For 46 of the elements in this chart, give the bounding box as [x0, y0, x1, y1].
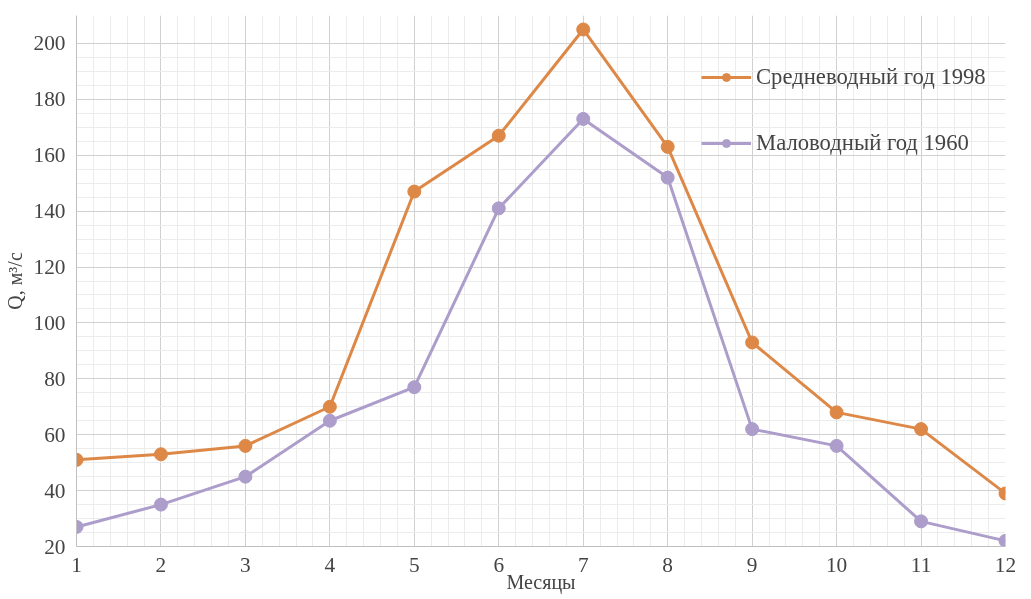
point [153, 447, 168, 462]
point [914, 422, 929, 437]
point [829, 405, 844, 420]
point [660, 139, 675, 154]
y-tick-label: 200 [33, 31, 66, 56]
x-tick-label: 6 [493, 552, 505, 577]
x-tick-label: 1 [71, 552, 82, 577]
point [238, 438, 253, 453]
x-tick-label: 11 [910, 552, 932, 577]
point [491, 128, 506, 143]
y-tick-label: 100 [33, 310, 66, 335]
point [745, 335, 760, 350]
x-tick-label: 8 [662, 552, 674, 577]
x-axis-title: Месяцы [506, 570, 576, 594]
point [322, 399, 337, 414]
x-tick-label: 5 [408, 552, 420, 577]
x-tick-label: 12 [994, 552, 1017, 577]
x-tick-label: 7 [577, 552, 589, 577]
point [745, 422, 760, 437]
point [238, 469, 253, 484]
point [407, 184, 422, 199]
y-tick-label: 80 [44, 366, 66, 391]
x-tick-label: 10 [825, 552, 848, 577]
point [407, 380, 422, 395]
y-tick-label: 160 [33, 143, 66, 168]
y-tick-label: 140 [33, 199, 66, 224]
x-tick-label: 9 [746, 552, 758, 577]
point [829, 438, 844, 453]
point [576, 111, 591, 126]
y-tick-label: 40 [44, 478, 66, 503]
x-tick-label: 3 [240, 552, 251, 577]
y-tick-label: 20 [44, 534, 66, 559]
point [491, 201, 506, 216]
y-axis-title: Q, м³/с [3, 252, 26, 310]
point [322, 413, 337, 428]
y-tick-label: 120 [33, 255, 66, 280]
legend-label: Маловодный год 1960 [756, 130, 969, 156]
y-tick-label: 60 [44, 422, 66, 447]
point [914, 514, 929, 529]
legend-label: Средневодный год 1998 [756, 64, 986, 90]
point [660, 170, 675, 185]
point [153, 497, 168, 512]
point [576, 22, 591, 37]
x-tick-label: 4 [324, 552, 336, 577]
x-tick-label: 2 [155, 552, 167, 577]
y-tick-label: 180 [33, 87, 66, 112]
